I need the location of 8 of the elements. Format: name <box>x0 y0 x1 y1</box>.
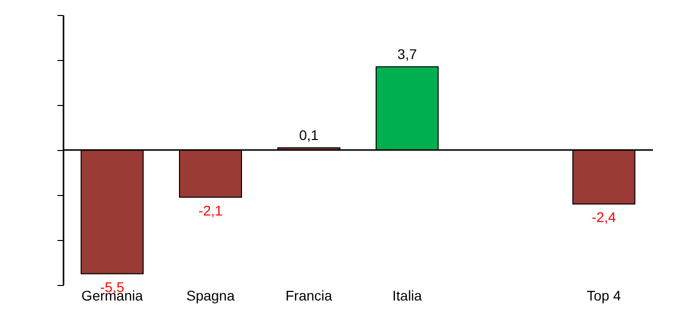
x-tick-label: Top 4 <box>586 288 622 304</box>
data-label: 3,7 <box>397 46 418 62</box>
data-label: -2,4 <box>592 209 616 225</box>
data-label: -2,1 <box>198 202 223 218</box>
x-tick-label: Italia <box>392 288 422 304</box>
x-tick-label: Francia <box>285 288 332 304</box>
x-tick-label: Spagna <box>186 288 235 304</box>
data-label: 0,1 <box>299 126 319 143</box>
